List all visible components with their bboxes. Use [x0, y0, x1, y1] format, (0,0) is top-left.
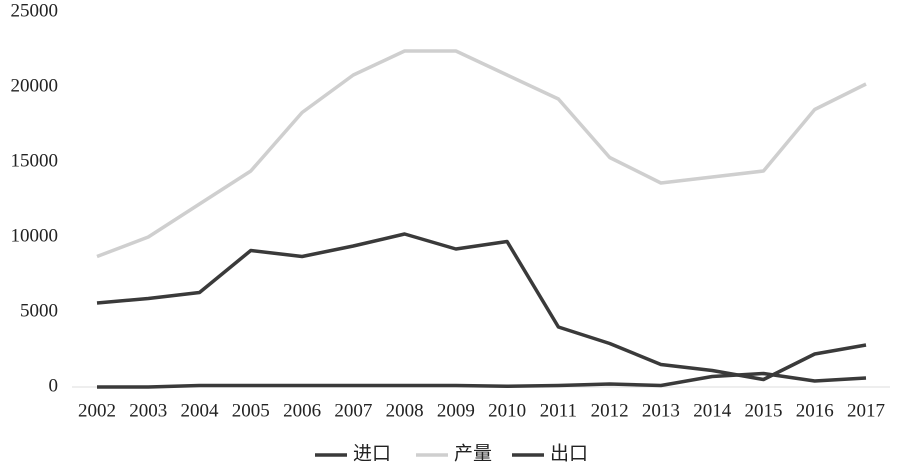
- x-tick-label: 2009: [437, 400, 475, 421]
- x-tick-label: 2004: [181, 400, 220, 421]
- x-tick-label: 2017: [847, 400, 885, 421]
- x-tick-label: 2016: [796, 400, 834, 421]
- legend-label: 产量: [454, 442, 492, 464]
- y-tick-label: 0: [49, 375, 59, 396]
- x-tick-label: 2013: [642, 400, 680, 421]
- x-tick-label: 2015: [744, 400, 782, 421]
- x-tick-label: 2012: [591, 400, 629, 421]
- x-tick-label: 2005: [232, 400, 270, 421]
- series-line: [96, 232, 867, 382]
- x-tick-label: 2003: [129, 400, 167, 421]
- y-tick-label: 5000: [20, 300, 58, 321]
- y-tick-label: 25000: [11, 0, 59, 21]
- x-tick-label: 2008: [386, 400, 424, 421]
- legend-label: 进口: [353, 442, 391, 464]
- x-tick-label: 2002: [78, 400, 116, 421]
- y-tick-label: 10000: [11, 225, 59, 246]
- y-tick-label: 15000: [11, 150, 59, 171]
- x-tick-label: 2011: [540, 400, 577, 421]
- x-tick-label: 2014: [693, 400, 732, 421]
- series-line: [96, 49, 867, 259]
- x-tick-label: 2010: [488, 400, 526, 421]
- y-tick-label: 20000: [11, 75, 59, 96]
- legend-label: 出口: [550, 442, 588, 464]
- x-tick-label: 2006: [283, 400, 321, 421]
- x-tick-label: 2007: [334, 400, 372, 421]
